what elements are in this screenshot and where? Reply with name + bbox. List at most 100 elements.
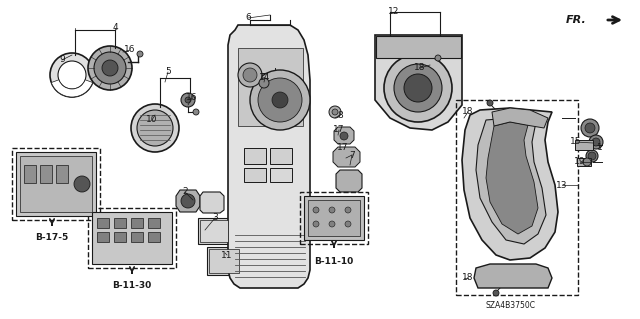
Text: 5: 5 [165, 68, 171, 77]
Bar [270, 168, 292, 182]
Circle shape [340, 132, 348, 140]
Circle shape [345, 221, 351, 227]
Circle shape [345, 207, 351, 213]
Circle shape [58, 61, 86, 89]
Circle shape [250, 70, 310, 130]
Circle shape [272, 92, 288, 108]
Text: 18: 18 [414, 63, 426, 72]
Circle shape [137, 51, 143, 57]
Circle shape [585, 123, 595, 133]
Bar [308, 200, 360, 236]
Circle shape [329, 221, 335, 227]
Text: B-17-5: B-17-5 [35, 234, 68, 242]
Text: 7: 7 [349, 151, 355, 160]
Text: B-11-10: B-11-10 [314, 257, 354, 266]
Circle shape [404, 74, 432, 102]
Bar [114, 232, 126, 242]
Polygon shape [474, 264, 552, 288]
Circle shape [258, 78, 302, 122]
Bar [12, 148, 100, 220]
Bar [40, 165, 52, 183]
Circle shape [586, 150, 598, 162]
Bar [209, 249, 239, 273]
Bar [131, 232, 143, 242]
Circle shape [94, 52, 126, 84]
Bar [56, 165, 68, 183]
Circle shape [137, 110, 173, 146]
Bar [200, 220, 228, 242]
Circle shape [332, 109, 338, 115]
Circle shape [102, 60, 118, 76]
Circle shape [259, 78, 269, 88]
Bar [20, 156, 92, 212]
Circle shape [238, 63, 262, 87]
Text: 3: 3 [212, 213, 218, 222]
Circle shape [581, 119, 599, 137]
Bar [304, 196, 364, 240]
Circle shape [243, 68, 257, 82]
Text: 8: 8 [337, 110, 343, 120]
Wedge shape [51, 80, 93, 97]
Text: 9: 9 [59, 56, 65, 64]
Text: FR.: FR. [566, 15, 587, 25]
Polygon shape [200, 192, 224, 213]
Text: 15: 15 [570, 137, 582, 146]
Polygon shape [176, 190, 200, 212]
Text: 6: 6 [245, 13, 251, 23]
Polygon shape [462, 108, 558, 260]
Text: 18: 18 [462, 273, 474, 283]
Circle shape [185, 97, 191, 103]
Polygon shape [476, 118, 546, 244]
Bar [238, 48, 303, 126]
Bar [207, 247, 241, 275]
Bar [198, 218, 230, 244]
Bar [92, 212, 172, 264]
Polygon shape [486, 122, 538, 234]
Circle shape [583, 158, 591, 166]
Polygon shape [228, 25, 310, 288]
Bar [244, 148, 266, 164]
Circle shape [493, 290, 499, 296]
Bar [114, 218, 126, 228]
Circle shape [50, 53, 94, 97]
Polygon shape [334, 127, 354, 144]
Bar [24, 165, 36, 183]
Bar [131, 218, 143, 228]
Circle shape [589, 135, 603, 149]
Circle shape [435, 55, 441, 61]
Bar [148, 218, 160, 228]
Text: 4: 4 [112, 24, 118, 33]
Text: 11: 11 [221, 250, 233, 259]
Circle shape [131, 104, 179, 152]
Circle shape [384, 54, 452, 122]
Circle shape [329, 106, 341, 118]
Bar [16, 152, 96, 216]
Text: 16: 16 [186, 93, 198, 102]
Text: 10: 10 [147, 115, 157, 124]
Text: B-11-30: B-11-30 [113, 281, 152, 291]
Polygon shape [492, 108, 548, 128]
Circle shape [487, 100, 493, 106]
Circle shape [193, 109, 199, 115]
Circle shape [592, 138, 600, 146]
Text: 16: 16 [124, 46, 136, 55]
Bar [88, 208, 176, 268]
Polygon shape [336, 170, 362, 192]
Circle shape [88, 46, 132, 90]
Text: 1: 1 [597, 144, 603, 152]
Text: 14: 14 [259, 73, 271, 83]
Bar [244, 168, 266, 182]
Text: 18: 18 [462, 108, 474, 116]
Text: 19: 19 [574, 158, 586, 167]
Bar [270, 148, 292, 164]
Bar [456, 100, 578, 295]
Circle shape [313, 221, 319, 227]
Bar [97, 218, 109, 228]
Text: 2: 2 [182, 188, 188, 197]
Text: 12: 12 [388, 8, 400, 17]
Bar [148, 232, 160, 242]
Circle shape [588, 152, 596, 160]
Bar [97, 232, 109, 242]
Text: 17: 17 [333, 125, 345, 135]
Bar [575, 140, 593, 150]
